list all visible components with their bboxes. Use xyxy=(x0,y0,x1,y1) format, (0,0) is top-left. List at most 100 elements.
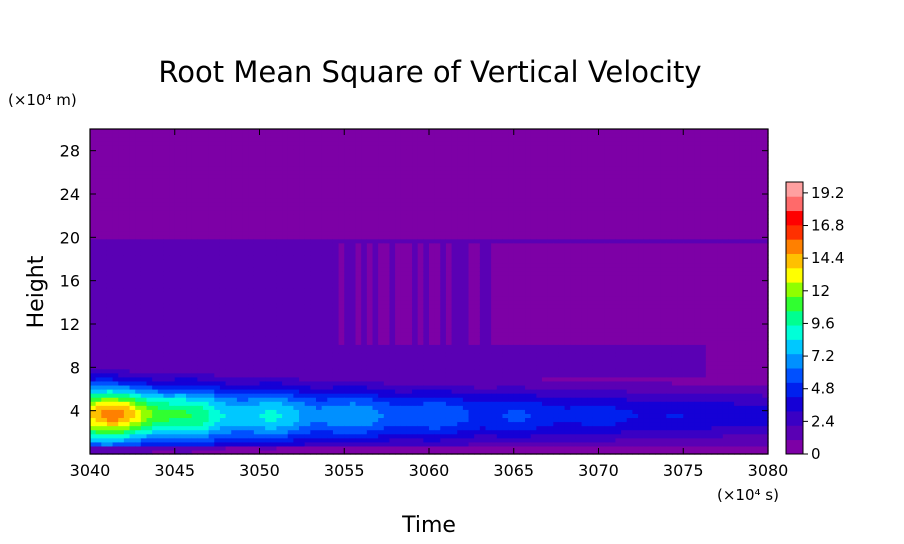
heatmap-cell xyxy=(169,137,176,142)
heatmap-cell xyxy=(406,206,413,211)
heatmap-cell xyxy=(276,364,283,370)
heatmap-cell xyxy=(355,401,362,406)
heatmap-cell xyxy=(242,153,249,159)
heatmap-cell xyxy=(355,429,362,435)
heatmap-cell xyxy=(400,206,407,211)
heatmap-cell xyxy=(225,421,232,427)
heatmap-cell xyxy=(389,275,396,280)
heatmap-cell xyxy=(253,413,261,419)
heatmap-cell xyxy=(140,238,148,244)
heatmap-cell xyxy=(310,177,317,183)
heatmap-cell xyxy=(242,348,249,354)
heatmap-cell xyxy=(372,153,379,159)
heatmap-cell xyxy=(191,315,198,321)
heatmap-cell xyxy=(400,429,407,435)
heatmap-cell xyxy=(299,397,306,402)
heatmap-cell xyxy=(366,384,374,390)
heatmap-cell xyxy=(355,210,362,215)
heatmap-cell xyxy=(157,287,165,293)
heatmap-cell xyxy=(321,425,328,431)
heatmap-cell xyxy=(180,307,187,313)
heatmap-cell xyxy=(152,315,159,321)
heatmap-cell xyxy=(242,352,249,358)
heatmap-cell xyxy=(208,295,215,301)
heatmap-cell xyxy=(129,169,136,175)
heatmap-cell xyxy=(265,397,272,402)
heatmap-cell xyxy=(304,324,311,329)
heatmap-cell xyxy=(383,267,391,272)
heatmap-cell xyxy=(135,238,142,244)
heatmap-cell xyxy=(140,275,148,280)
heatmap-cell xyxy=(344,234,351,240)
heatmap-cell xyxy=(95,254,102,260)
heatmap-cell xyxy=(378,173,385,179)
heatmap-cell xyxy=(90,397,97,402)
heatmap-cell xyxy=(270,437,278,443)
heatmap-cell xyxy=(197,315,204,321)
heatmap-cell xyxy=(157,445,165,451)
heatmap-cell xyxy=(338,189,345,195)
heatmap-cell xyxy=(355,376,362,382)
heatmap-cell xyxy=(146,413,153,419)
heatmap-cell xyxy=(101,336,108,341)
heatmap-cell xyxy=(412,429,419,435)
heatmap-cell xyxy=(214,291,221,297)
heatmap-cell xyxy=(186,129,193,134)
heatmap-cell xyxy=(203,449,210,455)
heatmap-cell xyxy=(197,441,204,447)
heatmap-cell xyxy=(242,311,249,317)
heatmap-cell xyxy=(129,299,136,305)
heatmap-cell xyxy=(440,368,447,374)
heatmap-cell xyxy=(225,254,232,260)
heatmap-cell xyxy=(299,328,306,333)
heatmap-cell xyxy=(231,149,238,154)
heatmap-cell xyxy=(140,230,148,236)
heatmap-cell xyxy=(395,137,402,142)
heatmap-cell xyxy=(135,413,142,419)
heatmap-cell xyxy=(140,409,148,414)
heatmap-cell xyxy=(434,344,441,349)
heatmap-cell xyxy=(248,291,255,297)
heatmap-cell xyxy=(169,230,176,236)
heatmap-cell xyxy=(163,360,170,366)
heatmap-cell xyxy=(383,157,391,163)
heatmap-cell xyxy=(344,344,351,349)
heatmap-cell xyxy=(253,409,261,414)
heatmap-cell xyxy=(349,425,357,431)
heatmap-cell xyxy=(344,129,351,134)
heatmap-cell xyxy=(378,352,385,358)
heatmap-cell xyxy=(219,433,227,439)
heatmap-cell xyxy=(191,173,198,179)
heatmap-cell xyxy=(321,214,328,219)
heatmap-cell xyxy=(106,315,114,321)
heatmap-cell xyxy=(270,295,278,301)
heatmap-cell xyxy=(389,214,396,219)
heatmap-cell xyxy=(242,433,249,439)
heatmap-cell xyxy=(123,364,131,370)
heatmap-cell xyxy=(406,332,413,337)
heatmap-cell xyxy=(293,336,300,341)
heatmap-cell xyxy=(378,145,385,150)
heatmap-cell xyxy=(400,409,407,414)
heatmap-cell xyxy=(123,234,131,240)
heatmap-cell xyxy=(180,433,187,439)
heatmap-cell xyxy=(106,372,114,378)
heatmap-cell xyxy=(248,360,255,366)
heatmap-cell xyxy=(276,328,283,333)
heatmap-cell xyxy=(304,177,311,183)
heatmap-cell xyxy=(135,299,142,305)
heatmap-cell xyxy=(106,210,114,215)
heatmap-cell xyxy=(287,250,294,256)
heatmap-cell xyxy=(321,429,328,435)
heatmap-cell xyxy=(191,198,198,203)
heatmap-cell xyxy=(310,409,317,414)
heatmap-cell xyxy=(123,449,131,455)
heatmap-cell xyxy=(316,417,323,423)
heatmap-cell xyxy=(417,324,424,329)
heatmap-cell xyxy=(112,218,119,224)
heatmap-cell xyxy=(163,291,170,297)
heatmap-cell xyxy=(140,242,148,248)
heatmap-cell xyxy=(440,425,447,431)
heatmap-cell xyxy=(208,352,215,358)
heatmap-cell xyxy=(282,384,289,390)
